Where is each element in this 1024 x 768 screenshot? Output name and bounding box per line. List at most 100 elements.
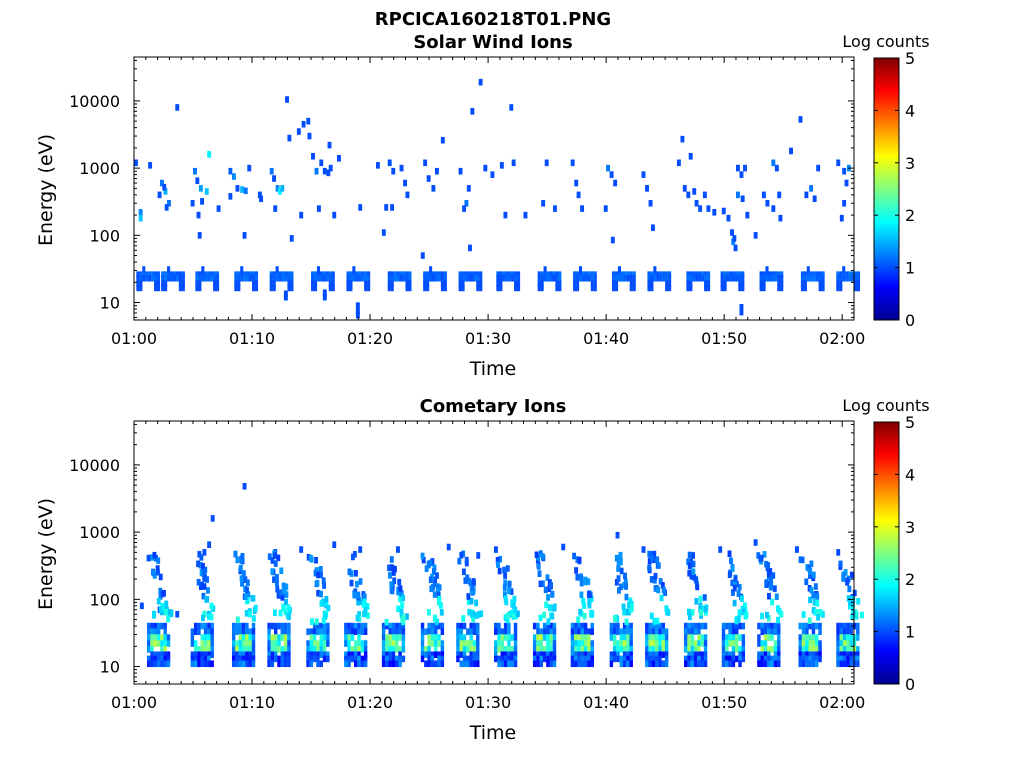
heatmap-cell	[720, 280, 724, 288]
heatmap-cell	[839, 280, 843, 288]
heatmap-cell	[684, 634, 688, 641]
heatmap-cell	[437, 274, 441, 282]
heatmap-cell	[316, 660, 320, 668]
heatmap-cell	[836, 640, 840, 647]
heatmap-cell	[387, 284, 391, 292]
heatmap-cell	[760, 655, 764, 663]
heatmap-cell	[773, 660, 778, 668]
heatmap-cell	[798, 660, 802, 668]
heatmap-cell	[249, 271, 253, 278]
heatmap-cell	[577, 651, 581, 659]
heatmap-cell	[811, 628, 816, 635]
heatmap-cell	[316, 622, 320, 630]
heatmap-cell	[164, 271, 168, 278]
heatmap-cell	[762, 280, 766, 288]
heatmap-cell	[576, 284, 580, 292]
heatmap-cell	[842, 651, 847, 659]
heatmap-cell	[513, 622, 518, 630]
heatmap-cell	[473, 271, 477, 278]
heatmap-cell	[805, 651, 809, 659]
heatmap-cell	[505, 616, 510, 624]
heatmap-cell	[389, 556, 394, 563]
heatmap-cell	[575, 556, 580, 563]
heatmap-cell	[469, 660, 473, 668]
heatmap-cell	[427, 622, 431, 630]
heatmap-cell	[537, 271, 541, 278]
heatmap-cell	[651, 622, 656, 630]
heatmap-cell	[346, 280, 350, 288]
heatmap-cell	[210, 660, 214, 668]
heatmap-cell	[138, 214, 143, 222]
heatmap-cell	[690, 660, 695, 668]
heatmap-cell	[426, 175, 431, 182]
heatmap-cell	[730, 229, 734, 236]
heatmap-cell	[511, 613, 516, 620]
heatmap-cell	[275, 579, 279, 587]
heatmap-cell	[839, 651, 844, 659]
heatmap-cell	[815, 609, 820, 616]
heatmap-cell	[326, 622, 330, 630]
heatmap-cell	[472, 651, 477, 659]
heatmap-cell	[398, 634, 402, 641]
heatmap-cell	[798, 634, 802, 641]
heatmap-cell	[808, 572, 812, 579]
heatmap-cell	[577, 655, 581, 663]
heatmap-cell	[234, 280, 238, 288]
heatmap-cell	[161, 280, 165, 288]
heatmap-cell	[273, 640, 278, 647]
heatmap-cell	[210, 634, 214, 641]
heatmap-cell	[164, 600, 169, 608]
heatmap-cell	[848, 274, 852, 282]
heatmap-cell	[314, 271, 318, 278]
heatmap-cell	[402, 271, 406, 278]
heatmap-cell	[659, 594, 664, 602]
heatmap-cell	[240, 186, 245, 193]
heatmap-cell	[738, 280, 742, 288]
x-tick-label: 01:20	[347, 329, 393, 348]
heatmap-cell	[136, 271, 140, 278]
heatmap-cell	[549, 651, 553, 659]
heatmap-cell	[314, 274, 318, 282]
heatmap-cell	[408, 274, 412, 282]
heatmap-cell	[462, 205, 467, 212]
heatmap-cell	[735, 640, 739, 647]
heatmap-cell	[163, 640, 167, 647]
heatmap-cell	[470, 584, 475, 591]
heatmap-cell	[577, 646, 581, 653]
heatmap-cell	[572, 552, 577, 560]
heatmap-cell	[476, 628, 480, 635]
heatmap-cell	[388, 634, 392, 641]
heatmap-cell	[690, 628, 695, 635]
heatmap-cell	[854, 274, 858, 282]
heatmap-cell	[316, 274, 321, 282]
heatmap-cell	[461, 271, 465, 278]
heatmap-cell	[363, 622, 368, 630]
heatmap-cell	[307, 132, 312, 140]
heatmap-cell	[629, 622, 633, 630]
heatmap-cell	[197, 655, 201, 663]
heatmap-cell	[469, 597, 474, 605]
heatmap-cell	[204, 274, 208, 282]
heatmap-cell	[581, 597, 586, 605]
heatmap-cell	[760, 628, 764, 635]
heatmap-cell	[619, 640, 624, 647]
heatmap-cell	[690, 655, 695, 663]
heatmap-cell	[139, 280, 143, 288]
heatmap-cell	[626, 274, 630, 282]
heatmap-cell	[440, 284, 444, 292]
heatmap-cell	[725, 640, 729, 647]
heatmap-cell	[381, 622, 386, 630]
heatmap-cell	[196, 560, 201, 568]
y-tick-label: 10	[100, 294, 120, 313]
heatmap-cell	[456, 640, 460, 647]
heatmap-cell	[462, 622, 467, 630]
heatmap-cell	[146, 646, 151, 653]
heatmap-cell	[684, 640, 688, 647]
heatmap-cell	[201, 274, 205, 282]
heatmap-cell	[277, 622, 281, 630]
heatmap-cell	[350, 622, 355, 630]
heatmap-cell	[570, 655, 575, 663]
heatmap-cell	[167, 271, 171, 278]
heatmap-cell	[515, 610, 520, 617]
